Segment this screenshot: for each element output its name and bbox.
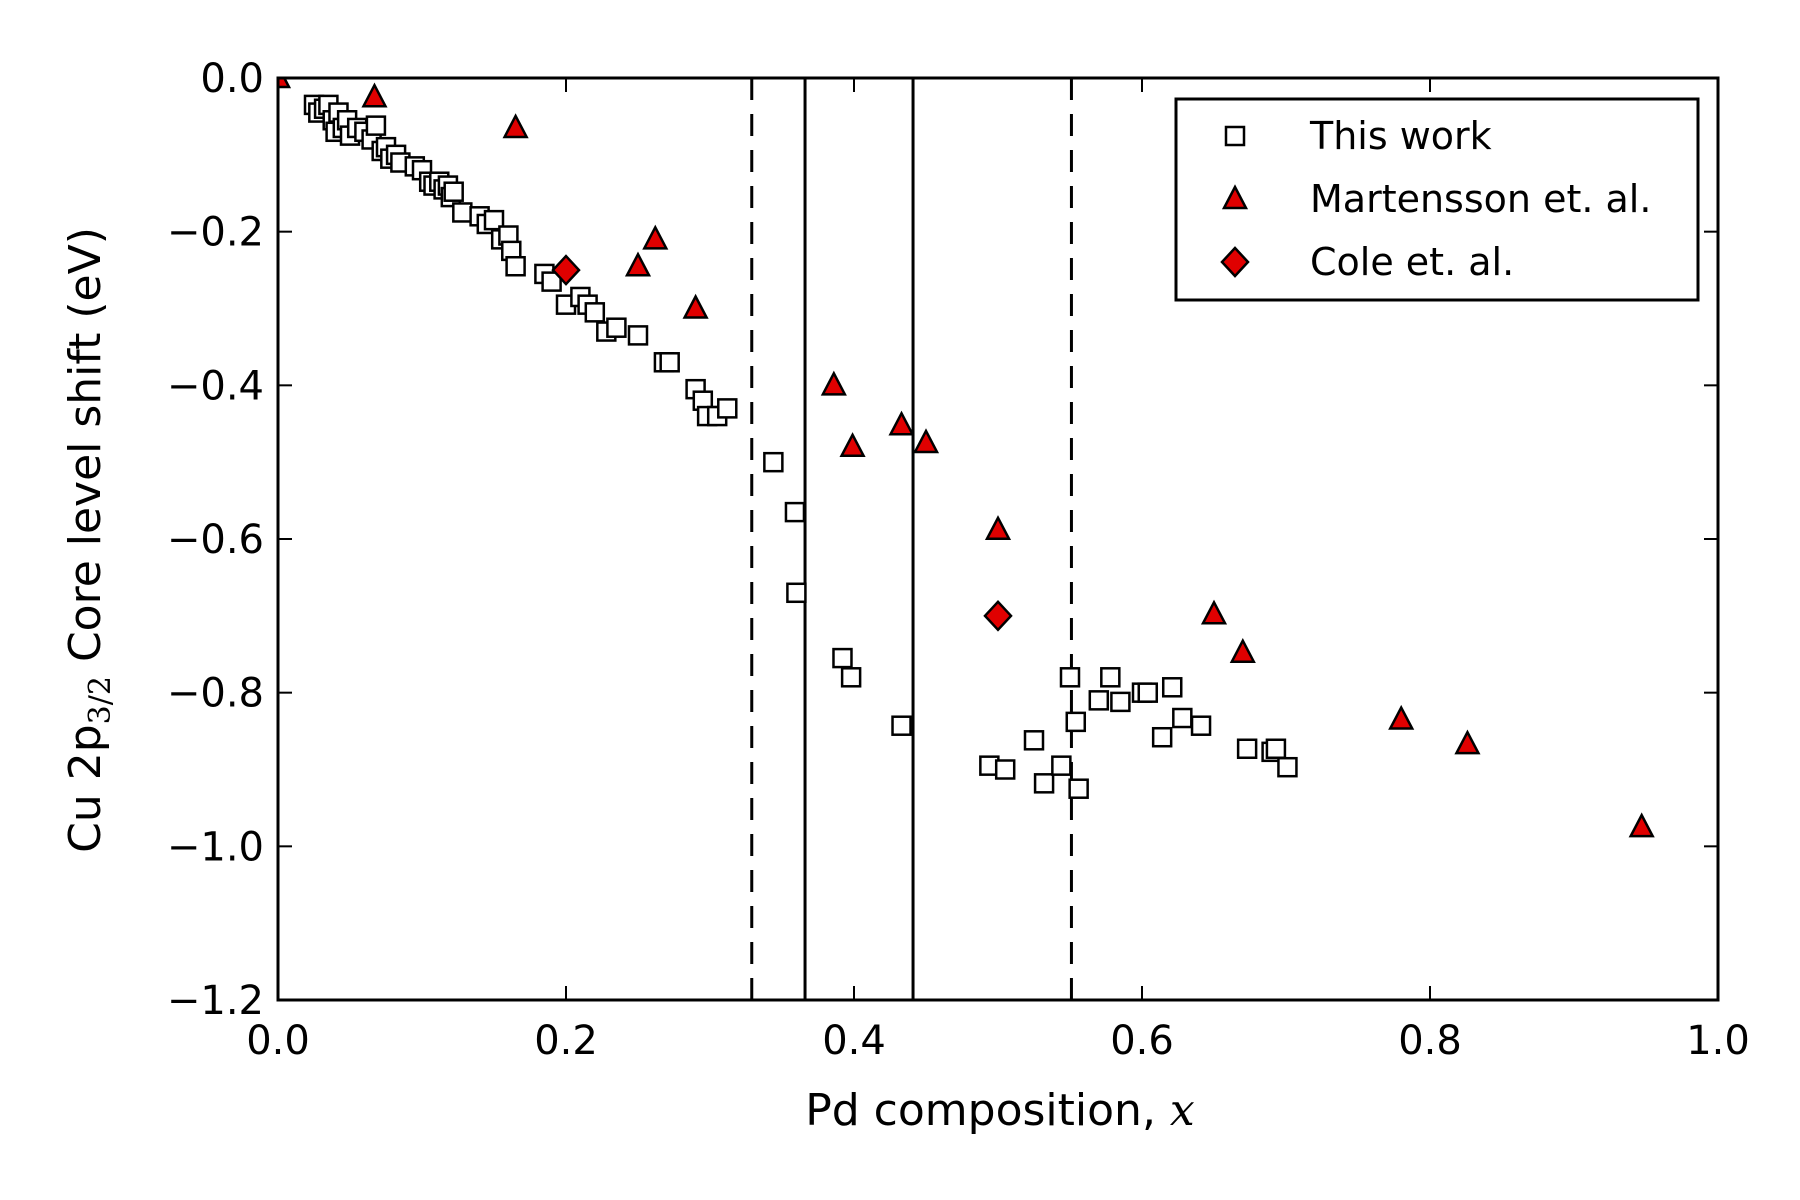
- data-point-square: [891, 715, 912, 736]
- data-point-square: [606, 317, 627, 338]
- data-point-triangle: [1388, 704, 1415, 730]
- x-tick-label: 0.4: [822, 1018, 886, 1064]
- data-point-square: [1100, 667, 1121, 688]
- tick-labels: 0.0 0.2 0.4 0.6 0.8 1.0 0.0 −0.2 −0.4 −0.6 −0.8 −1.…: [167, 56, 1750, 1064]
- data-point-triangle: [912, 428, 940, 454]
- legend-box: [1174, 97, 1700, 302]
- x-tick-label: 0.6: [1110, 1018, 1174, 1064]
- reference-lines: [750, 78, 1073, 1000]
- data-point-square: [1137, 682, 1159, 703]
- data-point-square: [541, 271, 562, 292]
- legend-marker-square: [1224, 125, 1246, 147]
- series-triangle: [278, 78, 1655, 838]
- legend-marker-diamond: [1220, 246, 1250, 278]
- data-point-square: [1277, 756, 1298, 778]
- data-point-square: [763, 451, 784, 473]
- data-point-square: [1033, 773, 1055, 794]
- data-point-square: [443, 181, 464, 202]
- series-diamond: [551, 254, 1013, 632]
- data-point-triangle: [1628, 812, 1655, 838]
- data-point-square: [784, 501, 806, 523]
- data-point-triangle: [839, 432, 866, 458]
- x-tick-label: 0.8: [1398, 1018, 1462, 1064]
- data-point-square: [1151, 726, 1173, 748]
- data-point-square: [994, 759, 1016, 780]
- y-tick-label: −0.4: [167, 363, 264, 409]
- data-point-triangle: [1454, 729, 1481, 755]
- plot-frame: [276, 76, 1720, 1002]
- data-point-square: [584, 302, 606, 323]
- data-point-square: [1190, 715, 1212, 736]
- data-point-triangle: [278, 78, 292, 89]
- y-tick-label: −0.2: [167, 210, 264, 256]
- y-axis-label: Cu 2p3/2 Core level shift (eV): [60, 227, 118, 853]
- data-point-triangle: [888, 410, 915, 436]
- data-point-square: [1236, 738, 1258, 760]
- data-point-square: [365, 115, 387, 136]
- data-point-triangle: [361, 82, 388, 108]
- data-point-triangle: [984, 515, 1012, 541]
- data-point-square: [452, 202, 473, 223]
- data-point-square: [505, 255, 526, 277]
- legend-label: This work: [1309, 114, 1492, 158]
- data-point-square: [1051, 755, 1072, 776]
- y-tick-label: −1.0: [167, 824, 264, 870]
- data-point-triangle: [1229, 638, 1256, 663]
- x-tick-label: 0.0: [246, 1018, 310, 1064]
- y-tick-label: −0.6: [167, 517, 264, 563]
- data-point-triangle: [820, 370, 847, 396]
- y-tick-label: −0.8: [167, 671, 264, 717]
- data-point-diamond: [983, 599, 1013, 632]
- series-square: [303, 94, 1298, 799]
- data-point-triangle: [642, 224, 669, 250]
- data-point-square: [1088, 690, 1110, 711]
- data-point-square: [627, 325, 649, 346]
- y-tick-label: 0.0: [200, 56, 264, 102]
- x-tick-label: 0.2: [534, 1018, 598, 1064]
- data-points: [278, 78, 1655, 838]
- legend-marker-triangle: [1221, 184, 1249, 210]
- data-point-square: [1068, 778, 1089, 799]
- y-tick-label: −1.2: [167, 978, 264, 1024]
- data-point-diamond: [551, 254, 581, 286]
- data-point-square: [1172, 707, 1193, 729]
- data-point-square: [1110, 691, 1131, 713]
- data-point-triangle: [682, 293, 709, 319]
- data-point-square: [1065, 711, 1087, 733]
- legend-label: Cole et. al.: [1310, 240, 1514, 284]
- x-tick-label: 1.0: [1686, 1018, 1750, 1064]
- data-point-square: [1265, 738, 1287, 760]
- data-point-square: [840, 667, 862, 688]
- legend: This work Martensson et. al. Cole et. al.: [1174, 97, 1700, 302]
- data-point-square: [832, 647, 853, 669]
- data-point-triangle: [1200, 599, 1228, 625]
- x-axis-label: Pd composition, x: [805, 1085, 1195, 1136]
- data-point-square: [1059, 667, 1081, 688]
- data-point-square: [717, 398, 738, 419]
- data-point-square: [786, 582, 807, 604]
- legend-label: Martensson et. al.: [1310, 177, 1651, 221]
- data-point-square: [659, 352, 680, 373]
- data-point-triangle: [624, 251, 652, 277]
- data-point-triangle: [502, 113, 529, 139]
- data-point-square: [1161, 677, 1183, 698]
- data-point-square: [1023, 730, 1045, 751]
